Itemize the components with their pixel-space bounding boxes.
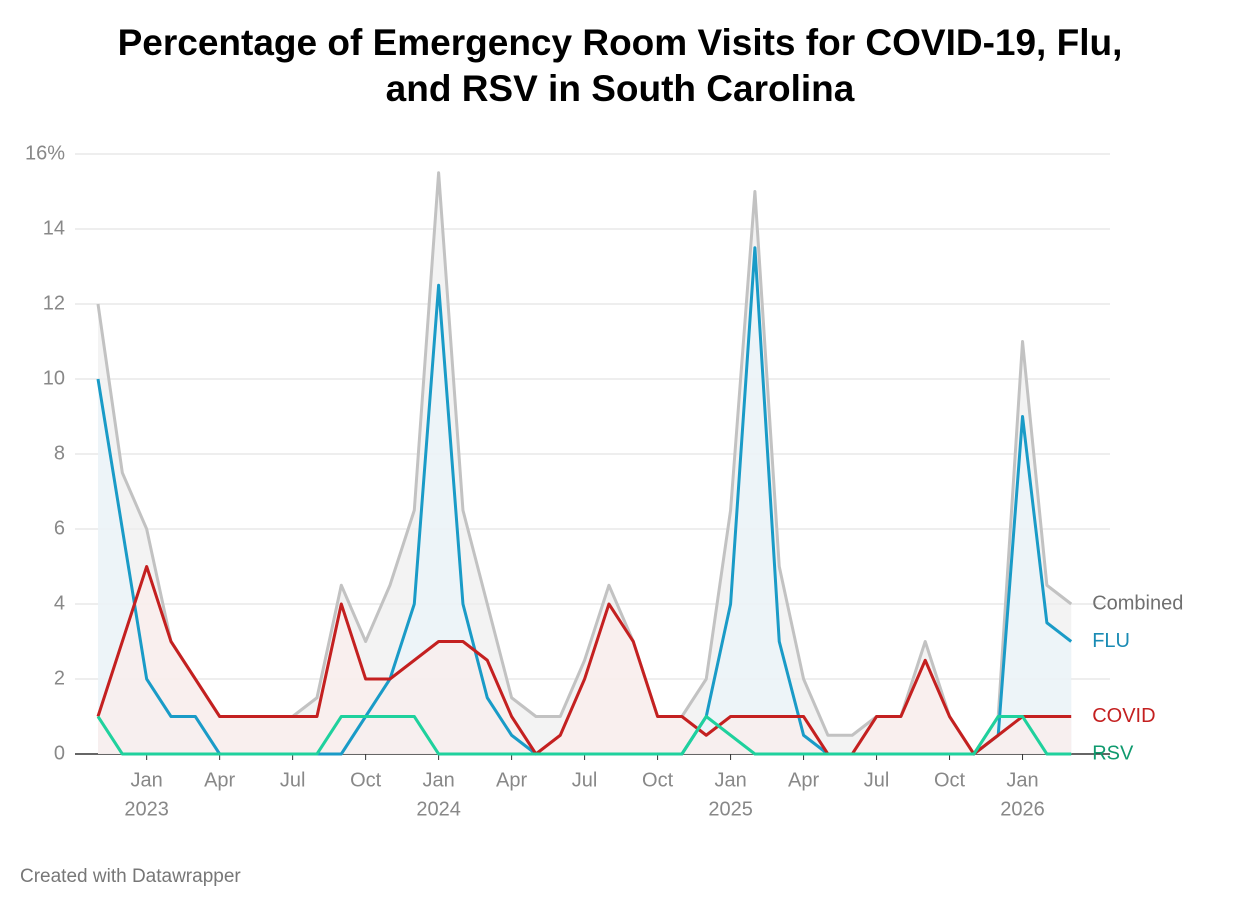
x-tick-label: Jul (864, 769, 890, 791)
x-tick-label: Oct (934, 769, 966, 791)
series-label: RSV (1092, 742, 1134, 764)
y-tick-label: 4 (54, 592, 65, 614)
x-tick-year: 2026 (1000, 798, 1045, 820)
credit: Created with Datawrapper (20, 866, 241, 887)
line (96, 565, 1072, 756)
x-tick-label: Jan (422, 769, 454, 791)
x-tick-year: 2025 (708, 798, 753, 820)
x-tick-label: Oct (642, 769, 674, 791)
chart-title: Percentage of Emergency Room Visits for … (117, 22, 1123, 109)
area (98, 566, 1072, 754)
y-tick-label: 16% (25, 142, 65, 164)
x-tick-label: Jul (572, 769, 598, 791)
x-tick-label: Apr (496, 769, 527, 791)
x-tick-label: Jan (714, 769, 746, 791)
series-label: FLU (1092, 630, 1130, 652)
x-tick-label: Jul (280, 769, 306, 791)
y-tick-label: 10 (43, 367, 65, 389)
x-tick-label: Apr (788, 769, 819, 791)
series-label: COVID (1092, 705, 1155, 727)
x-tick-year: 2023 (124, 798, 169, 820)
x-tick-year: 2024 (416, 798, 461, 820)
line (96, 715, 1072, 756)
y-tick-label: 0 (54, 742, 65, 764)
series-label: Combined (1092, 592, 1183, 614)
x-tick-label: Apr (204, 769, 235, 791)
y-tick-label: 2 (54, 667, 65, 689)
x-tick-label: Jan (131, 769, 163, 791)
y-tick-label: 6 (54, 517, 65, 539)
y-tick-label: 12 (43, 292, 65, 314)
title-box: Percentage of Emergency Room Visits for … (117, 22, 1123, 109)
x-tick-label: Oct (350, 769, 382, 791)
x-tick-label: Jan (1006, 769, 1038, 791)
y-tick-label: 8 (54, 442, 65, 464)
y-tick-label: 14 (43, 217, 65, 239)
